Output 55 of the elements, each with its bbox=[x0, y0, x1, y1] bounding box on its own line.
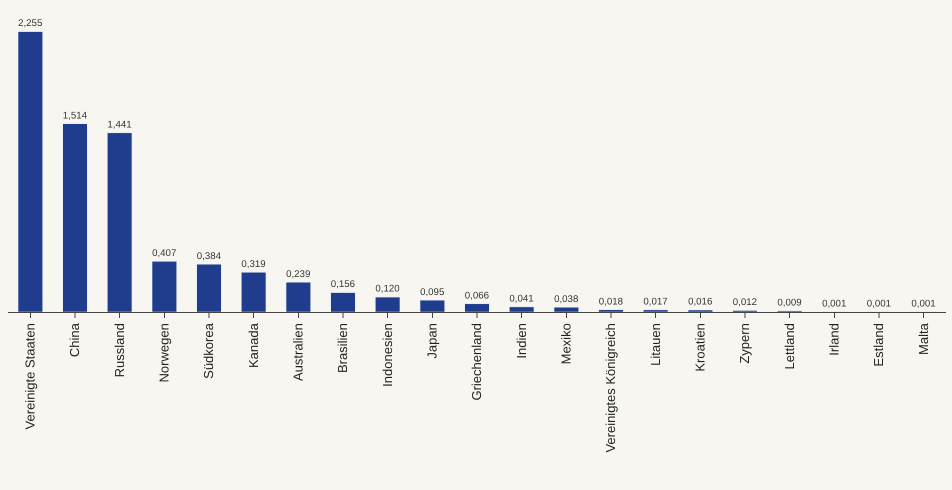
data-label: 2,255 bbox=[18, 18, 42, 30]
bar bbox=[107, 132, 132, 312]
bar bbox=[464, 304, 490, 312]
x-tick-label: Estland bbox=[871, 323, 886, 367]
data-label: 0,012 bbox=[732, 297, 757, 308]
bar bbox=[18, 31, 43, 312]
bar bbox=[286, 282, 311, 312]
x-tick-label: China bbox=[67, 322, 82, 358]
x-tick-label: Australien bbox=[290, 323, 306, 382]
x-tick-label: Vereinigte Staaten bbox=[22, 323, 38, 430]
data-label: 0,239 bbox=[286, 268, 310, 280]
data-label: 0,120 bbox=[375, 284, 400, 295]
x-tick-label: Südkorea bbox=[201, 322, 216, 379]
x-tick-label: Mexiko bbox=[558, 323, 574, 364]
bar bbox=[62, 124, 88, 312]
x-tick-label: Kanada bbox=[246, 322, 261, 368]
bar bbox=[196, 264, 222, 312]
data-label: 0,001 bbox=[911, 298, 936, 310]
x-tick-label: Norwegen bbox=[156, 323, 172, 382]
x-tick-label: Lettland bbox=[782, 323, 797, 370]
data-label: 0,009 bbox=[777, 297, 802, 308]
data-label: 0,017 bbox=[643, 296, 668, 308]
bar bbox=[375, 296, 400, 312]
bar bbox=[152, 261, 177, 312]
data-label: 0,018 bbox=[598, 296, 623, 308]
x-tick-label: Japan bbox=[424, 323, 440, 359]
bar bbox=[554, 307, 579, 312]
x-tick-label: Kroatien bbox=[692, 323, 708, 372]
data-label: 0,001 bbox=[866, 298, 891, 310]
x-tick-label: Litauen bbox=[648, 323, 663, 366]
data-label: 1,441 bbox=[107, 119, 132, 130]
data-label: 0,038 bbox=[554, 294, 578, 305]
x-tick-label: Russland bbox=[112, 323, 127, 378]
data-label: 0,041 bbox=[509, 293, 534, 304]
data-label: 0,016 bbox=[688, 296, 712, 308]
data-label: 1,514 bbox=[62, 110, 88, 122]
x-tick-label: Zypern bbox=[737, 323, 752, 364]
x-tick-label: Brasilien bbox=[335, 323, 350, 374]
data-label: 0,156 bbox=[330, 279, 355, 290]
data-label: 0,407 bbox=[152, 248, 176, 259]
bar bbox=[509, 306, 534, 312]
bar bbox=[330, 292, 356, 312]
bar bbox=[420, 300, 445, 312]
data-label: 0,095 bbox=[420, 286, 444, 298]
data-label: 0,001 bbox=[822, 298, 846, 310]
x-tick-label: Malta bbox=[916, 322, 931, 355]
x-tick-label: Vereinigtes Königreich bbox=[603, 323, 618, 453]
x-tick-label: Irland bbox=[826, 323, 842, 356]
data-label: 0,319 bbox=[241, 258, 266, 270]
bar bbox=[241, 272, 266, 312]
data-label: 0,066 bbox=[464, 290, 489, 302]
x-tick-label: Indonesien bbox=[380, 323, 395, 387]
x-tick-label: Indien bbox=[514, 323, 529, 359]
x-tick-label: Griechenland bbox=[469, 323, 484, 401]
data-label: 0,384 bbox=[196, 250, 222, 262]
